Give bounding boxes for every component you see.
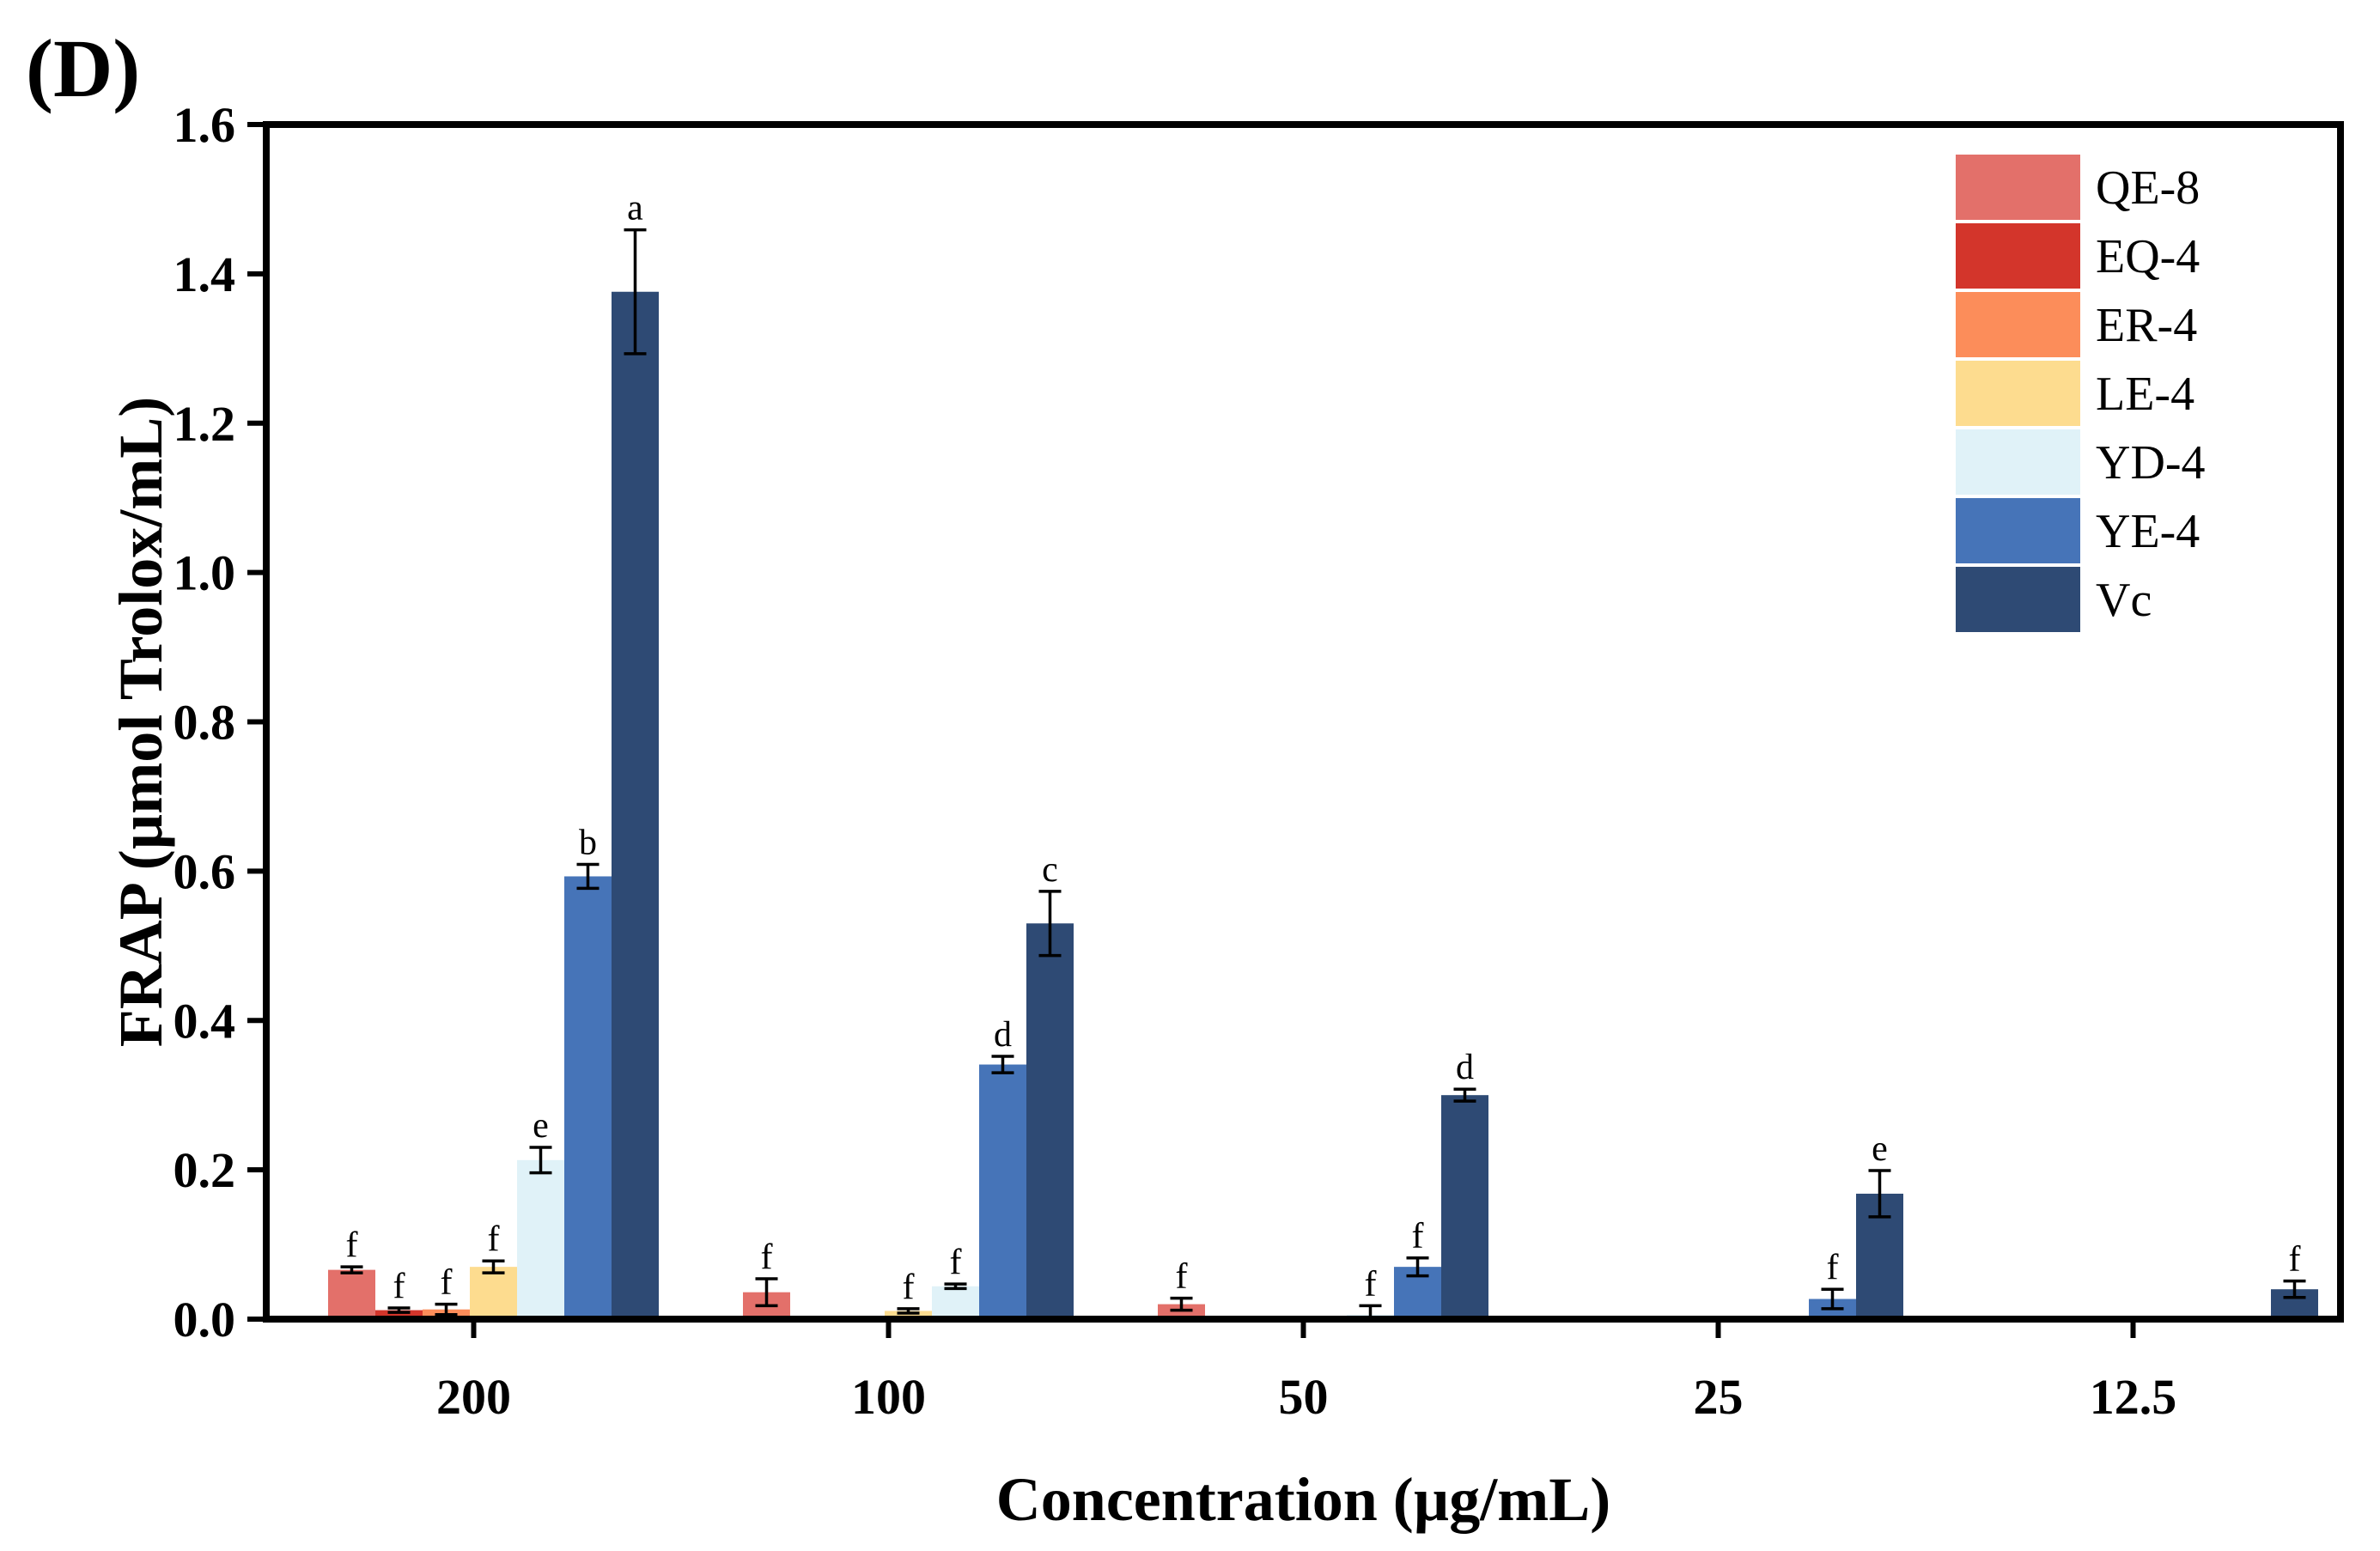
- legend-label: QE-8: [2096, 161, 2200, 215]
- legend-swatch: [1956, 361, 2080, 426]
- significance-label: f: [441, 1263, 453, 1303]
- legend-swatch: [1956, 223, 2080, 289]
- y-tick-label: 0.4: [173, 993, 236, 1049]
- significance-label: f: [1827, 1248, 1839, 1287]
- bar-yd-4: [517, 1159, 564, 1319]
- y-tick-label: 0.6: [173, 843, 236, 899]
- legend-label: Vc: [2096, 574, 2152, 627]
- y-tick-label: 1.4: [173, 246, 236, 302]
- significance-label: f: [488, 1220, 500, 1259]
- bar-eq-4: [375, 1310, 423, 1319]
- significance-label: f: [1176, 1257, 1188, 1297]
- legend-label: LE-4: [2096, 368, 2194, 421]
- y-tick-label: 0.8: [173, 695, 236, 751]
- bar-vc: [1026, 923, 1074, 1319]
- legend: QE-8 EQ-4 ER-4 LE-4 YD-4 YE-4 Vc: [1956, 155, 2206, 632]
- significance-label: f: [346, 1226, 358, 1265]
- significance-label: a: [627, 189, 643, 228]
- bar-vc: [1441, 1095, 1488, 1319]
- significance-label: f: [2289, 1240, 2301, 1280]
- significance-label: f: [1365, 1264, 1377, 1304]
- significance-label: f: [761, 1238, 773, 1277]
- axes-layer: 200 100 50 25 12.5 0.0 0.2 0.4 0.6 0.8 1.0 1.2 1.4 1.…: [173, 97, 2344, 1425]
- bar-le-4: [470, 1267, 517, 1319]
- y-tick-label: 0.0: [173, 1292, 236, 1347]
- significance-label: f: [903, 1268, 915, 1307]
- y-axis-title: FRAP (µmol Trolox/mL): [107, 397, 175, 1047]
- bar-le-4: [885, 1311, 932, 1319]
- significance-label: f: [950, 1243, 962, 1282]
- legend-swatch: [1956, 429, 2080, 495]
- legend-label: EQ-4: [2096, 230, 2200, 283]
- significance-label: f: [393, 1267, 405, 1306]
- legend-swatch: [1956, 567, 2080, 632]
- bar-yd-4: [932, 1286, 979, 1319]
- x-axis-title: Concentration (µg/mL): [996, 1465, 1610, 1534]
- significance-label: e: [1872, 1129, 1888, 1169]
- panel-label: (D): [26, 22, 140, 114]
- legend-swatch: [1956, 292, 2080, 357]
- x-tick-label: 200: [436, 1369, 511, 1425]
- significance-label: d: [994, 1015, 1012, 1055]
- significance-label: f: [1412, 1217, 1424, 1256]
- x-tick-label: 12.5: [2090, 1369, 2177, 1425]
- x-tick-label: 100: [851, 1369, 926, 1425]
- significance-label: e: [533, 1106, 549, 1146]
- legend-label: YD-4: [2096, 436, 2206, 490]
- y-tick-label: 0.2: [173, 1142, 236, 1198]
- bar-vc: [612, 291, 659, 1319]
- bar-ye-4: [979, 1064, 1026, 1319]
- legend-label: ER-4: [2096, 299, 2197, 352]
- plot-frame: [263, 121, 2344, 1323]
- x-tick-label: 50: [1279, 1369, 1329, 1425]
- legend-swatch: [1956, 498, 2080, 563]
- legend-swatch: [1956, 155, 2080, 220]
- legend-label: YE-4: [2096, 505, 2200, 558]
- significance-label: c: [1042, 850, 1058, 890]
- y-tick-label: 1.6: [173, 97, 236, 153]
- x-tick-label: 25: [1694, 1369, 1744, 1425]
- significance-label: b: [579, 824, 597, 863]
- bar-ye-4: [564, 876, 612, 1319]
- y-tick-label: 1.2: [173, 396, 236, 452]
- y-tick-label: 1.0: [173, 545, 236, 601]
- significance-label: d: [1456, 1048, 1474, 1087]
- bar-qe-8: [328, 1269, 375, 1319]
